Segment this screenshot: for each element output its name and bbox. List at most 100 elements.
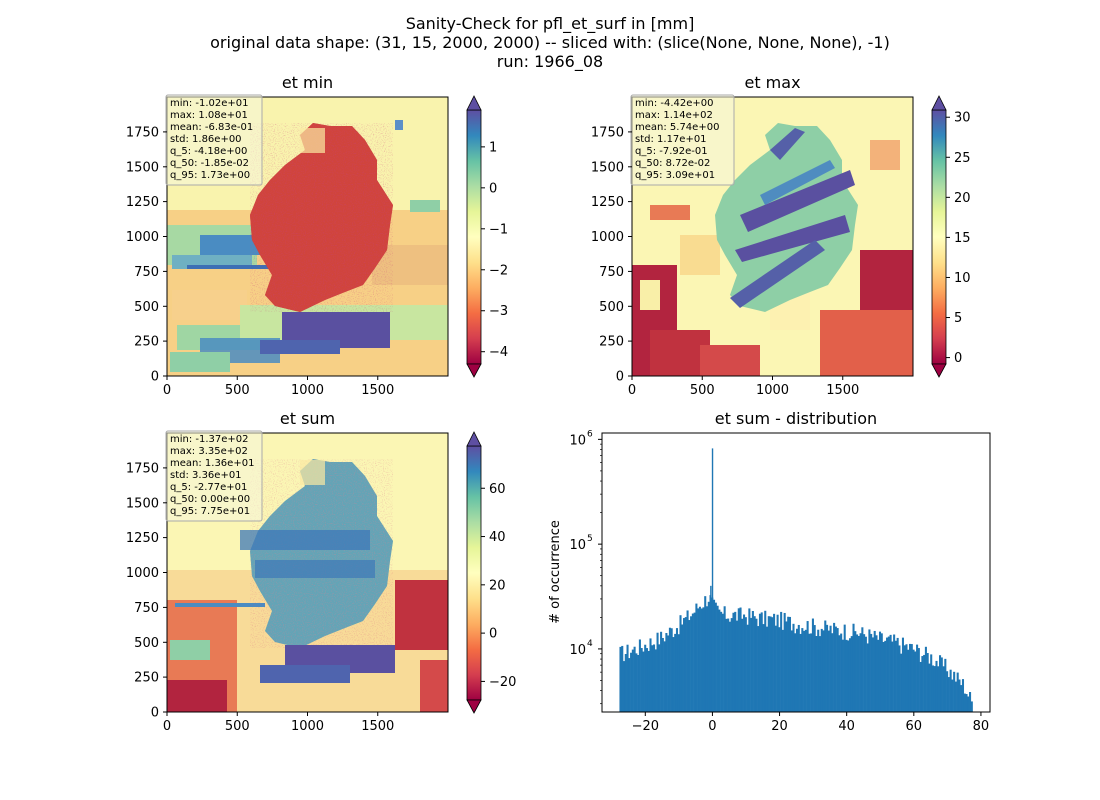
colorbar-tick-label: 40 [489, 530, 506, 545]
colorbar-extend-bottom [931, 363, 947, 378]
histogram-bar [760, 612, 763, 712]
stats-line: min: -1.37e+02 [170, 434, 249, 445]
histogram-bar [898, 645, 901, 712]
histogram-bar [663, 641, 666, 712]
stats-line: mean: -6.83e-01 [170, 122, 253, 133]
histogram-bar [762, 624, 765, 712]
histogram-bar [765, 626, 769, 712]
histogram-bar [815, 636, 818, 712]
y-tick-label: 1250 [126, 195, 159, 210]
y-tick-label: 0 [616, 370, 624, 385]
histogram-bar [880, 633, 883, 712]
x-tick-label: 0 [628, 383, 636, 398]
histogram-bar [640, 648, 643, 712]
x-tick-label: −20 [632, 719, 659, 734]
histogram-bar [826, 624, 829, 712]
histogram-bar [958, 679, 961, 712]
colorbar-tick-label: 1 [489, 140, 497, 155]
histogram-bar [771, 617, 774, 712]
histogram-bar [810, 633, 813, 712]
histogram-bar [622, 661, 626, 712]
histogram-bar [811, 618, 814, 712]
histogram-bar [935, 660, 938, 712]
histogram-bar [926, 653, 929, 712]
stats-line: min: -1.02e+01 [170, 98, 249, 109]
histogram-bar [702, 607, 705, 712]
histogram-bar [878, 631, 882, 712]
histogram-bar [700, 608, 703, 712]
stats-line: q_95: 3.09e+01 [635, 170, 715, 181]
histogram-bar [661, 637, 664, 712]
colorbar-tick-label: 10 [954, 271, 971, 286]
colorbar-tick-label: −1 [489, 222, 508, 237]
histogram-bar [635, 653, 638, 712]
histogram-bar [665, 632, 668, 712]
colorbar-ticks: 0 5 10 15 20 25 30 [946, 111, 971, 366]
histogram-bar [882, 641, 885, 712]
colorbar: −4 −3 −2 −1 0 1 [466, 95, 508, 378]
x-tick-label: 0 [708, 719, 716, 734]
y-axis: 0 250 500 750 1000 1250 1500 1750 [591, 125, 632, 385]
histogram-bar [864, 636, 867, 712]
histogram-bar [735, 620, 739, 712]
histogram-bar [933, 666, 936, 712]
histogram-bar [870, 633, 873, 712]
histogram-bar [667, 635, 670, 712]
colorbar-tick-label: 30 [954, 111, 971, 126]
colorbar-tick-label: 5 [954, 311, 962, 326]
y-tick-label: 750 [134, 265, 159, 280]
colorbar-gradient [466, 445, 482, 701]
histogram-bar [965, 694, 968, 712]
histogram-bar [697, 608, 700, 712]
histogram-bar [875, 635, 878, 712]
histogram-bar [908, 643, 912, 712]
stats-line: q_50: 0.00e+00 [170, 494, 250, 505]
histogram-bar [705, 606, 709, 712]
histogram-bar [946, 671, 949, 712]
y-tick-label: 1000 [126, 566, 159, 581]
histogram-bar [644, 644, 647, 712]
x-axis: 0 500 1000 1500 [628, 376, 859, 398]
histogram-bar [649, 638, 652, 712]
x-tick-label: 0 [163, 383, 171, 398]
histogram-bar [877, 639, 880, 712]
title-line: run: 1966_08 [496, 52, 604, 71]
figure-title: Sanity-Check for pfl_et_surf in [mm] ori… [0, 14, 1100, 71]
axes-frame [601, 432, 991, 713]
x-tick-label: 0 [163, 719, 171, 734]
y-tick-label: 1500 [126, 160, 159, 175]
histogram-bar [939, 655, 942, 712]
histogram-bar [728, 621, 731, 712]
histogram-bar [827, 630, 830, 712]
histogram-bar [683, 618, 686, 712]
histogram-bar [720, 611, 723, 712]
histogram-bar [794, 633, 797, 712]
histogram-bar [716, 605, 719, 712]
histogram-bar [707, 601, 710, 712]
y-tick-label: 1500 [126, 496, 159, 511]
stats-line: q_50: -1.85e-02 [170, 158, 249, 169]
stats-line: std: 1.86e+00 [170, 134, 242, 145]
y-tick-label: 250 [134, 671, 159, 686]
histogram-bar [833, 622, 836, 712]
histogram-bar [684, 617, 687, 712]
histogram-bar [884, 640, 887, 712]
y-tick-exponent: 6 [587, 429, 593, 439]
colorbar-extend-top [931, 95, 947, 111]
histogram-bar [783, 612, 786, 712]
title-line: Sanity-Check for pfl_et_surf in [mm] [405, 14, 695, 33]
y-tick-label: 250 [134, 335, 159, 350]
histogram-bar [688, 620, 691, 712]
histogram-bar [848, 638, 852, 712]
histogram-bar [780, 611, 783, 712]
histogram-bar [628, 658, 631, 712]
histogram-bar [698, 606, 701, 712]
histogram-bar [718, 609, 721, 712]
histogram-bar [836, 628, 839, 712]
histogram-bar [900, 653, 903, 712]
histogram-bar [916, 644, 919, 712]
x-tick-label: 60 [906, 719, 923, 734]
histogram-bar [693, 612, 696, 712]
y-tick-exponent: 4 [587, 639, 593, 649]
histogram-bar [764, 610, 767, 712]
